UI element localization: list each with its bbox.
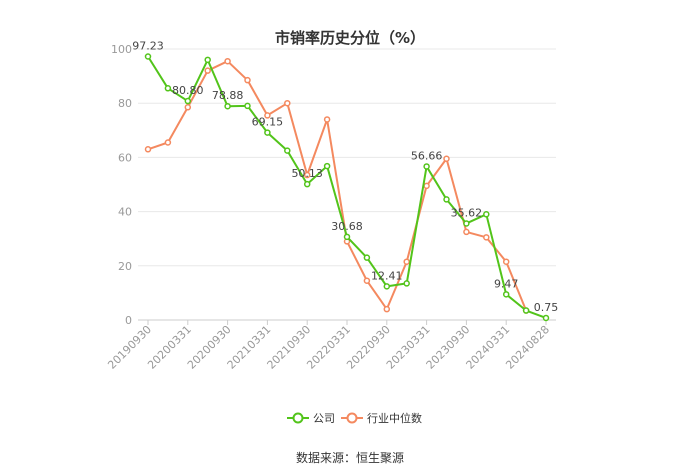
data-point: [264, 129, 271, 136]
data-point: [323, 116, 331, 123]
data-point: [443, 196, 450, 203]
series-line: [147, 60, 528, 311]
y-axis: 0 20 40 60 80 100: [111, 43, 132, 327]
data-point: [522, 307, 530, 314]
data-point: [303, 180, 311, 188]
data-point: [184, 104, 192, 111]
data-label: 0.75: [534, 301, 559, 314]
legend-industry-marker: [346, 412, 358, 424]
data-point: [164, 85, 172, 92]
data-point: [502, 258, 510, 265]
legend: 公司 行业中位数: [287, 411, 422, 425]
data-point: [204, 67, 211, 74]
legend-company-label: 公司: [313, 412, 335, 425]
legend-item-company[interactable]: 公司: [287, 412, 335, 425]
data-label: 12.41: [371, 269, 403, 282]
data-label: 50.13: [291, 167, 323, 180]
data-point: [443, 155, 450, 163]
data-point: [363, 277, 371, 284]
legend-item-industry[interactable]: 行业中位数: [341, 411, 422, 425]
y-tick-label: 100: [111, 43, 132, 56]
data-point: [224, 57, 231, 65]
data-point: [144, 146, 152, 153]
data-point: [383, 305, 391, 313]
data-label: 9.47: [494, 277, 519, 290]
data-label: 78.88: [212, 89, 244, 102]
data-point: [184, 97, 192, 105]
data-point: [164, 139, 172, 146]
data-label: 35.62: [451, 206, 483, 219]
data-label: 30.68: [331, 220, 363, 233]
data-point: [204, 56, 211, 64]
y-tick-label: 80: [118, 97, 132, 110]
data-label: 56.66: [411, 149, 443, 162]
data-point: [303, 171, 311, 179]
data-point: [383, 283, 391, 290]
data-point: [502, 291, 510, 298]
y-tick-label: 60: [118, 151, 132, 164]
data-point: [144, 53, 152, 60]
legend-industry-label: 行业中位数: [367, 411, 422, 425]
data-point: [403, 280, 410, 287]
data-point: [463, 228, 470, 236]
data-point: [264, 112, 271, 119]
data-label: 69.15: [252, 116, 284, 129]
data-point: [463, 220, 470, 227]
data-point: [423, 182, 430, 190]
data-point: [284, 99, 291, 107]
source-text: 数据来源：恒生聚源: [296, 450, 404, 465]
data-point: [542, 314, 550, 322]
data-point: [363, 254, 371, 261]
chart-title: 市销率历史分位（%）: [275, 29, 425, 47]
data-point: [284, 147, 291, 154]
data-point: [483, 211, 490, 218]
data-point: [343, 233, 351, 241]
x-axis: 2019093020200331202009302021033120210930…: [105, 319, 556, 372]
data-point: [483, 234, 490, 241]
y-tick-label: 40: [118, 206, 132, 219]
data-point: [403, 258, 410, 265]
x-tick-label: 20240828: [503, 323, 552, 372]
y-tick-label: 0: [125, 314, 132, 327]
series-group: [144, 53, 550, 322]
data-label: 80.80: [172, 84, 204, 97]
y-tick-label: 20: [118, 260, 132, 273]
data-labels: 97.23 80.80 78.88 69.15 50.13 30.68 12.41 56.66…: [132, 40, 558, 314]
data-point: [423, 163, 430, 170]
data-point: [224, 102, 231, 110]
data-point: [323, 162, 331, 170]
data-point: [244, 76, 251, 84]
data-point: [244, 102, 251, 110]
series-line: [147, 55, 547, 319]
data-label: 97.23: [132, 40, 164, 53]
legend-company-marker: [292, 412, 304, 424]
